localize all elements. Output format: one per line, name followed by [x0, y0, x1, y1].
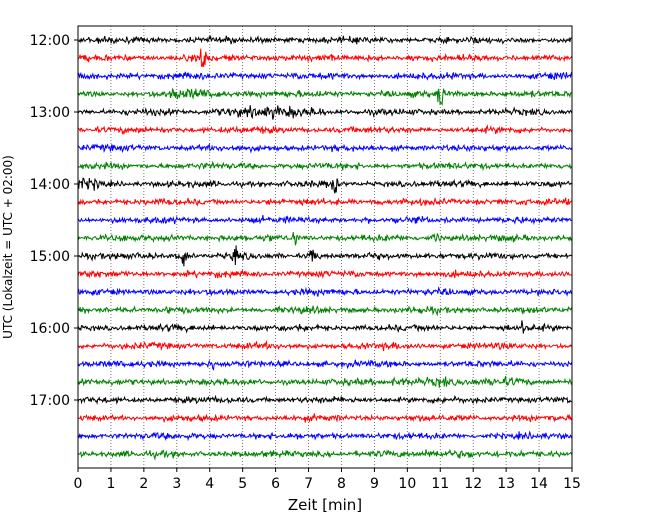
- x-tick-label-2: 2: [139, 476, 148, 492]
- trace-row-9-1415: [77, 197, 573, 207]
- trace-row-15-1545: [77, 305, 573, 317]
- x-axis-ticks: 0 1 2 3 4 5 6 7 8 9 10 11 12 13 14 15: [74, 468, 581, 492]
- x-tick-label-7: 7: [304, 476, 313, 492]
- x-tick-label-6: 6: [271, 476, 280, 492]
- trace-row-17-1615: [77, 340, 573, 352]
- trace-row-20-1700: [77, 394, 573, 405]
- x-tick-label-14: 14: [530, 476, 548, 492]
- x-tick-label-10: 10: [398, 476, 416, 492]
- y-tick-label-1: 13:00: [30, 105, 70, 121]
- x-tick-label-1: 1: [106, 476, 115, 492]
- x-tick-label-0: 0: [74, 476, 83, 492]
- trace-row-19-1645: [77, 376, 573, 388]
- plot-frame: [77, 25, 573, 469]
- y-tick-label-4: 16:00: [30, 321, 70, 337]
- x-tick-label-4: 4: [205, 476, 214, 492]
- y-tick-label-3: 15:00: [30, 249, 70, 265]
- x-tick-label-3: 3: [172, 476, 181, 492]
- x-tick-label-12: 12: [464, 476, 482, 492]
- trace-row-5-1315: [77, 124, 573, 135]
- y-axis-ticks: 12:00 13:00 14:00 15:00 16:00 17:00: [30, 33, 78, 409]
- x-tick-label-8: 8: [337, 476, 346, 492]
- trace-row-13-1515: [77, 269, 573, 279]
- trace-row-2-1230: [77, 71, 573, 81]
- trace-row-10-1430: [77, 214, 573, 225]
- trace-row-6-1330: [77, 142, 573, 154]
- trace-row-7-1345: [77, 160, 573, 172]
- trace-row-21-1715: [77, 413, 573, 424]
- trace-row-12-1500: [77, 245, 573, 267]
- seismic-traces: [77, 34, 573, 461]
- x-tick-label-15: 15: [563, 476, 581, 492]
- trace-row-14-1530: [77, 286, 573, 297]
- trace-row-1-1215: [77, 48, 573, 68]
- trace-row-8-1400: [77, 177, 573, 194]
- x-tick-label-13: 13: [497, 476, 515, 492]
- y-axis-label: UTC (Lokalzeit = UTC + 02:00): [1, 155, 15, 339]
- x-axis-label: Zeit [min]: [288, 496, 362, 514]
- trace-row-0-1200: [77, 34, 573, 46]
- trace-row-22-1730: [77, 430, 573, 442]
- trace-row-16-1600: [77, 320, 573, 334]
- trace-row-11-1445: [77, 232, 573, 247]
- x-tick-label-11: 11: [431, 476, 449, 492]
- y-tick-label-2: 14:00: [30, 177, 70, 193]
- y-tick-label-5: 17:00: [30, 393, 70, 409]
- y-tick-label-0: 12:00: [30, 33, 70, 49]
- trace-row-18-1630: [77, 359, 573, 371]
- x-tick-label-5: 5: [238, 476, 247, 492]
- trace-row-4-1300: [77, 105, 573, 120]
- x-tick-label-9: 9: [370, 476, 379, 492]
- trace-row-3-1245: [77, 87, 573, 107]
- trace-row-23-1745: [77, 448, 573, 461]
